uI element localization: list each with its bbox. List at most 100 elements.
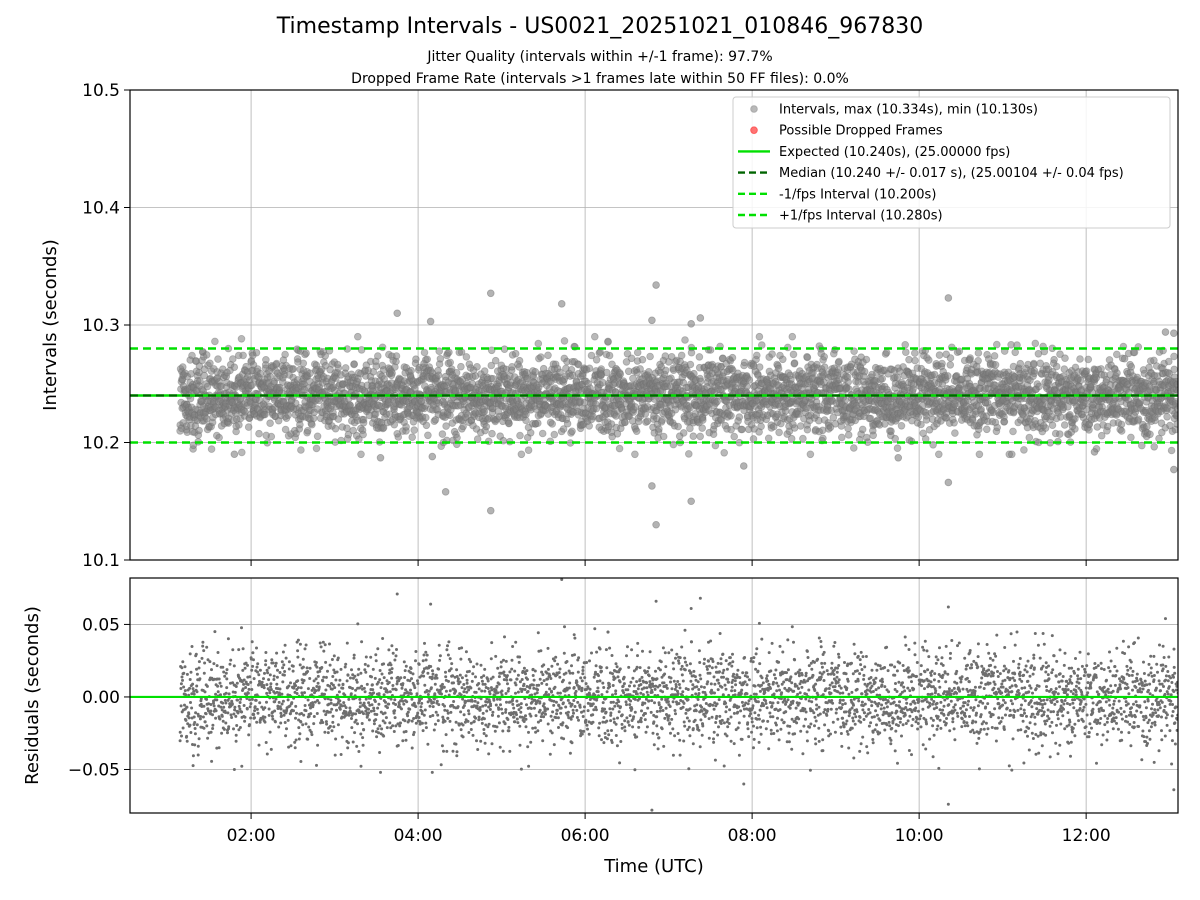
residual-point: [218, 717, 222, 721]
residual-point: [316, 674, 320, 678]
residual-point: [267, 713, 271, 717]
interval-point: [646, 352, 654, 361]
residual-point: [275, 675, 279, 679]
interval-point: [745, 376, 754, 384]
residual-point: [332, 725, 336, 729]
interval-point: [943, 372, 952, 380]
residual-point: [250, 640, 254, 644]
residual-point: [304, 709, 308, 713]
interval-point: [878, 374, 886, 383]
residual-point: [269, 685, 273, 689]
interval-outlier-point: [1170, 329, 1178, 338]
interval-point: [341, 364, 350, 372]
residual-point: [193, 721, 197, 724]
interval-point: [392, 352, 401, 360]
interval-point: [331, 424, 340, 433]
residual-point: [180, 675, 184, 679]
interval-point: [423, 355, 432, 364]
residual-point: [331, 714, 335, 718]
interval-point: [487, 361, 496, 370]
interval-point: [638, 355, 647, 364]
interval-outlier-point: [687, 320, 695, 328]
residual-point: [317, 701, 321, 705]
interval-outlier-point: [944, 478, 953, 487]
residual-point: [178, 730, 182, 734]
residual-point: [272, 674, 276, 678]
interval-outlier-point: [486, 506, 495, 515]
interval-point: [407, 366, 415, 375]
residual-point: [303, 691, 306, 695]
residual-point: [305, 666, 309, 670]
residual-point: [354, 712, 358, 716]
interval-point: [1030, 360, 1038, 369]
residual-point: [244, 686, 248, 689]
interval-point: [696, 377, 705, 386]
residual-point: [268, 691, 272, 695]
residual-point: [280, 702, 284, 706]
interval-point: [869, 431, 877, 440]
residual-point: [306, 687, 310, 691]
residual-point: [302, 679, 306, 682]
residual-point: [190, 706, 194, 710]
interval-point: [992, 340, 1001, 349]
residual-point: [215, 698, 219, 702]
residual-point: [265, 683, 269, 687]
interval-point: [911, 356, 919, 365]
residual-point: [248, 698, 252, 702]
interval-point: [359, 418, 368, 427]
residual-point: [315, 763, 318, 767]
residual-point: [212, 704, 216, 708]
residual-point: [243, 719, 247, 723]
intervals-scatter: [130, 281, 1178, 529]
residual-point: [224, 701, 228, 705]
residual-point: [286, 718, 290, 722]
residual-point: [276, 668, 279, 672]
residual-point: [265, 691, 269, 695]
residual-point: [188, 723, 192, 727]
interval-point: [544, 351, 552, 360]
residual-point: [323, 730, 327, 734]
interval-point: [669, 440, 678, 449]
interval-outlier-point: [648, 482, 656, 490]
residual-point: [298, 663, 302, 667]
interval-point: [238, 448, 246, 457]
residual-point: [326, 731, 330, 735]
interval-point: [613, 429, 622, 438]
interval-outlier-point: [1161, 328, 1170, 336]
residual-point: [234, 733, 238, 737]
interval-point: [633, 348, 642, 357]
residual-point: [296, 686, 300, 690]
interval-point: [1167, 446, 1176, 455]
residual-point: [253, 705, 257, 709]
residual-point: [283, 643, 287, 647]
residual-point: [223, 698, 227, 702]
residual-point: [182, 685, 186, 689]
interval-point: [935, 351, 944, 359]
interval-point: [844, 431, 853, 439]
interval-point: [256, 369, 265, 378]
residual-point: [278, 671, 282, 674]
residual-point: [277, 725, 281, 729]
interval-point: [313, 432, 322, 441]
interval-outlier-point: [652, 520, 660, 529]
interval-point: [266, 419, 274, 428]
interval-point: [299, 359, 308, 368]
interval-point: [755, 332, 764, 341]
residual-point: [328, 663, 332, 667]
residual-point: [179, 682, 183, 686]
residual-point: [189, 670, 193, 674]
interval-point: [621, 418, 629, 427]
interval-point: [1056, 430, 1064, 438]
residual-point: [238, 707, 242, 711]
interval-point: [489, 404, 497, 413]
residual-point: [355, 680, 359, 684]
interval-point: [587, 351, 596, 360]
residual-point: [323, 643, 327, 647]
interval-point: [627, 354, 636, 363]
interval-point: [442, 422, 450, 430]
residual-point: [274, 664, 277, 668]
residual-point: [299, 686, 303, 690]
residual-point: [318, 641, 322, 645]
interval-point: [1052, 362, 1061, 371]
residual-point: [230, 716, 234, 719]
